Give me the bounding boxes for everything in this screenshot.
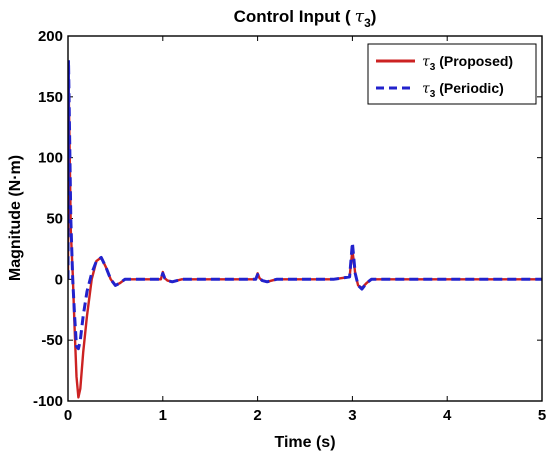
x-axis-label: Time (s)	[274, 434, 335, 451]
plot-frame	[67, 35, 543, 402]
x-tick-label: 2	[253, 407, 261, 424]
y-tick-label: 100	[38, 150, 63, 167]
x-tick-label: 4	[443, 407, 452, 424]
chart-title-symbol: τ	[355, 7, 365, 27]
legend-box	[367, 43, 537, 105]
x-tick-label: 1	[159, 407, 167, 424]
legend-periodic-symbol: τ	[422, 81, 430, 97]
tick-labels: 0 1 2 3 4 5 -100 -50 0 50 100 150 200	[33, 28, 546, 424]
series-lines	[68, 58, 542, 399]
y-tick-label: 50	[46, 211, 63, 228]
y-tick-label: -100	[33, 393, 63, 410]
x-tick-label: 3	[348, 407, 356, 424]
legend-label-proposed: τ3 (Proposed)	[422, 53, 513, 73]
y-tick-label: 200	[38, 28, 63, 45]
y-axis-label: Magnitude (N·m)	[7, 155, 24, 281]
legend-proposed-text: (Proposed)	[435, 53, 513, 69]
x-tick-label: 0	[64, 407, 72, 424]
chart-title: Control Input (τ3)	[234, 7, 377, 30]
legend-label-periodic: τ3 (Periodic)	[422, 80, 504, 100]
y-tick-label: 150	[38, 89, 63, 106]
legend-periodic-subscript: 3	[430, 89, 436, 100]
x-tick-label: 5	[538, 407, 546, 424]
series-line-periodic	[68, 58, 542, 351]
legend-periodic-text: (Periodic)	[435, 80, 503, 96]
y-tick-label: 0	[55, 271, 63, 288]
chart-title-suffix: )	[371, 7, 377, 26]
legend-proposed-subscript: 3	[430, 62, 436, 73]
legend: τ3 (Proposed) τ3 (Periodic)	[367, 43, 537, 105]
chart-title-prefix: Control Input (	[234, 7, 351, 26]
chart-title-subscript: 3	[364, 16, 371, 30]
legend-proposed-symbol: τ	[422, 54, 430, 70]
y-tick-label: -50	[41, 332, 63, 349]
